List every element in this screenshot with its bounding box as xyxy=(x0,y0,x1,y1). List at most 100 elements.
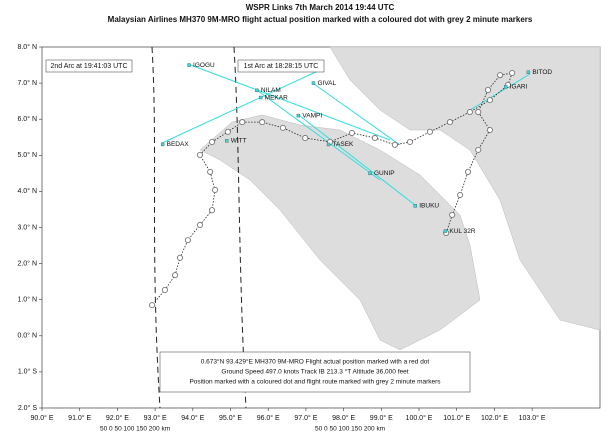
waypoint xyxy=(443,229,448,233)
route-marker xyxy=(161,286,168,294)
x-tick-label: 95.0° E xyxy=(219,414,242,422)
waypoint xyxy=(160,142,165,147)
info-line: Ground Speed 497.0 knots Track IB 213.3 … xyxy=(221,368,408,376)
waypoint-label: KUL 32R xyxy=(449,228,475,235)
y-tick-label: 7.0° N xyxy=(17,79,37,87)
info-line: Position marked with a coloured dot and … xyxy=(189,379,441,386)
route-marker xyxy=(207,168,214,175)
wspr-links xyxy=(161,63,531,206)
route-marker xyxy=(196,151,204,158)
y-tick-label: 6.0° N xyxy=(17,115,37,123)
x-tick-label: 91.0° E xyxy=(68,414,91,422)
scale-label: 50 0 50 100 150 200 km xyxy=(315,426,385,433)
route-marker xyxy=(484,86,492,94)
x-tick-label: 101.0° E xyxy=(443,414,470,422)
flight-route xyxy=(151,72,513,306)
x-tick-label: 98.0° E xyxy=(332,414,355,422)
waypoint-label: BEDAX xyxy=(167,141,190,148)
waypoint xyxy=(187,63,191,67)
route-marker xyxy=(259,119,266,126)
y-tick-label: 2.0° S xyxy=(18,404,37,412)
x-tick-label: 96.0° E xyxy=(257,414,280,422)
x-tick-label: 93.0° E xyxy=(144,414,167,422)
route-marker xyxy=(446,119,453,126)
route-marker xyxy=(208,138,216,145)
y-tick-label: 1.0° S xyxy=(18,368,37,376)
info-box xyxy=(159,351,471,393)
waypoint xyxy=(326,142,331,147)
waypoint xyxy=(413,204,417,208)
waypoint xyxy=(504,85,508,89)
arc-label-box xyxy=(45,59,133,73)
route-marker xyxy=(224,128,231,135)
route-marker xyxy=(426,128,434,135)
route-marker xyxy=(172,272,179,279)
y-tick-label: 3.0° N xyxy=(17,223,37,231)
waypoint-label: VAMPI xyxy=(302,112,322,119)
arc-label: 1st Arc at 18:28:15 UTC xyxy=(244,63,319,70)
route-marker xyxy=(149,302,156,309)
route-marker xyxy=(391,141,398,148)
waypoint-label: IGARI xyxy=(510,83,528,90)
route-marker xyxy=(509,69,516,77)
y-tick-label: 4.0° N xyxy=(17,187,37,195)
scale-label: 50 0 50 100 150 200 km xyxy=(100,426,170,433)
subtitle: Malaysian Airlines MH370 9M-MRO flight a… xyxy=(108,15,533,24)
x-tick-label: 97.0° E xyxy=(294,414,317,422)
y-tick-label: 2.0° N xyxy=(17,259,37,267)
waypoint xyxy=(258,95,263,100)
route-marker xyxy=(464,168,472,175)
waypoint-label: GIVAL xyxy=(317,80,336,87)
route-marker xyxy=(486,126,493,134)
waypoint-label: NILAM xyxy=(261,87,281,94)
x-tick-label: 90.0° E xyxy=(30,414,53,422)
route-marker xyxy=(348,129,355,136)
route-marker xyxy=(497,72,504,79)
waypoint-label: GUNIP xyxy=(374,170,395,177)
route-marker xyxy=(475,146,482,153)
x-tick-label: 99.0° E xyxy=(370,414,393,422)
waypoint-label: BITOD xyxy=(532,69,552,76)
info-line: 0.673°N 93.429°E MH370 9M-MRO Flight act… xyxy=(201,358,430,366)
x-tick-label: 103.0° E xyxy=(519,414,546,422)
waypoint xyxy=(368,171,372,176)
route-marker xyxy=(371,134,378,142)
waypoint xyxy=(225,139,229,143)
route-marker xyxy=(208,207,216,214)
waypoint-label: IBUKU xyxy=(419,203,439,210)
route-marker xyxy=(302,134,309,142)
y-tick-label: 0.0° N xyxy=(17,332,37,340)
y-tick-label: 8.0° N xyxy=(17,43,37,51)
title: WSPR Links 7th March 2014 19:44 UTC xyxy=(246,3,395,12)
x-tick-label: 92.0° E xyxy=(106,414,129,422)
route-marker xyxy=(279,124,286,131)
waypoint xyxy=(311,81,316,85)
route-marker xyxy=(486,97,493,104)
route-marker xyxy=(184,237,191,244)
route-marker xyxy=(449,211,456,218)
waypoint-label: TASEK xyxy=(333,141,354,148)
x-tick-label: 100.0° E xyxy=(406,414,433,422)
waypoint xyxy=(526,70,531,74)
arc-label: 2nd Arc at 19:41:03 UTC xyxy=(50,63,127,70)
waypoint-label: WITT xyxy=(231,138,247,145)
waypoint-label: IGOGU xyxy=(193,62,215,69)
x-tick-label: 102.0° E xyxy=(481,414,508,422)
waypoint-label: MEKAR xyxy=(265,94,288,101)
route-marker xyxy=(457,191,464,199)
route-marker xyxy=(239,119,246,126)
arcs xyxy=(151,46,247,409)
x-tick-label: 94.0° E xyxy=(181,414,204,422)
route-marker xyxy=(196,221,204,229)
arc-label-box xyxy=(237,59,325,73)
y-tick-label: 1.0° N xyxy=(17,296,37,304)
route-marker xyxy=(466,108,473,116)
route-marker xyxy=(212,186,219,194)
route-marker xyxy=(475,108,482,116)
route-marker xyxy=(176,254,184,261)
land xyxy=(199,46,601,351)
y-tick-label: 5.0° N xyxy=(17,151,37,159)
waypoint xyxy=(255,88,259,93)
route-marker xyxy=(406,138,414,145)
